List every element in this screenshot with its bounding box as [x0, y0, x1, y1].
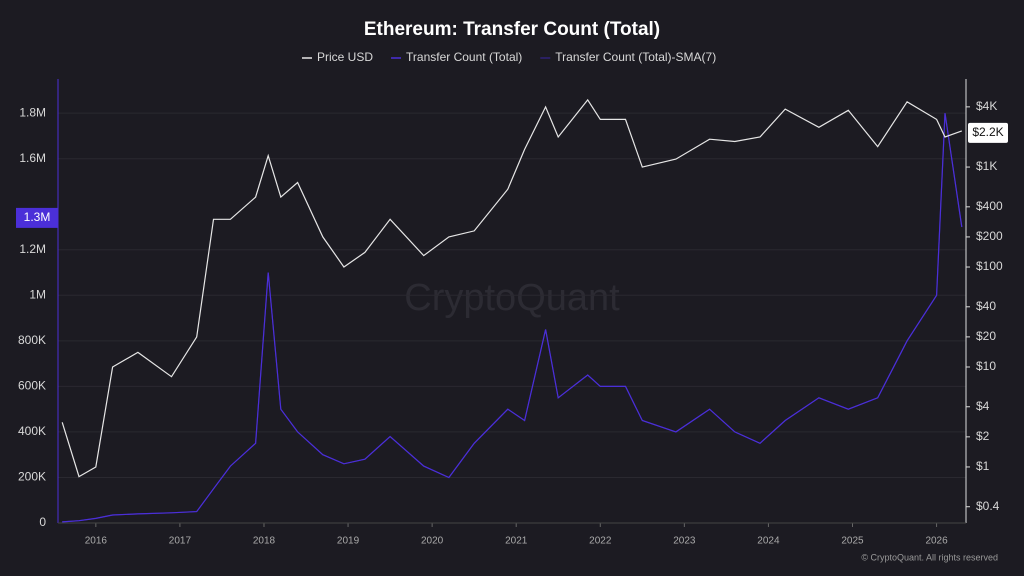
x-tick-label: 2017	[169, 536, 192, 547]
x-tick-label: 2025	[841, 536, 864, 547]
y2-tick-label: $100	[976, 259, 1003, 273]
x-tick-label: 2026	[925, 536, 948, 547]
y2-tick-label: $0.4	[976, 499, 1000, 513]
legend-label: Price USD	[317, 50, 373, 64]
x-tick-label: 2022	[589, 536, 612, 547]
x-tick-label: 2020	[421, 536, 444, 547]
y-tick-label: 400K	[18, 424, 46, 438]
y-tick-label: 600K	[18, 379, 46, 393]
y-tick-label: 1.2M	[19, 242, 46, 256]
legend-label: Transfer Count (Total)	[406, 50, 522, 64]
y2-tick-label: $4	[976, 399, 990, 413]
y2-tick-label: $1	[976, 459, 990, 473]
y-tick-label: 1.6M	[19, 151, 46, 165]
x-tick-label: 2024	[757, 536, 780, 547]
watermark: CryptoQuant	[404, 277, 620, 319]
y-tick-label: 0	[39, 515, 46, 529]
x-tick-label: 2016	[85, 536, 108, 547]
x-tick-label: 2018	[253, 536, 276, 547]
x-tick-label: 2019	[337, 536, 360, 547]
y2-tick-label: $200	[976, 229, 1003, 243]
y2-tick-label: $400	[976, 199, 1003, 213]
legend-label: Transfer Count (Total)-SMA(7)	[555, 50, 716, 64]
y-tick-label: 800K	[18, 333, 46, 347]
footer: © CryptoQuant. All rights reserved	[861, 552, 998, 562]
y2-tick-label: $4K	[976, 99, 997, 113]
y-tick-label: 1.8M	[19, 105, 46, 119]
last-value-box	[16, 207, 58, 228]
last-value-box	[968, 122, 1008, 143]
last-value-label: $2.2K	[972, 125, 1003, 139]
y-tick-label: 200K	[18, 470, 46, 484]
chart-title: Ethereum: Transfer Count (Total)	[364, 19, 660, 40]
y2-tick-label: $10	[976, 359, 996, 373]
y2-tick-label: $40	[976, 299, 996, 313]
last-value-label: 1.3M	[24, 210, 51, 224]
x-tick-label: 2021	[505, 536, 528, 547]
series-line	[61, 98, 963, 478]
x-tick-label: 2023	[673, 536, 696, 547]
y2-tick-label: $20	[976, 329, 996, 343]
y-tick-label: 1M	[29, 287, 46, 301]
y2-tick-label: $2	[976, 429, 990, 443]
y2-tick-label: $1K	[976, 159, 997, 173]
series-line	[62, 113, 963, 523]
